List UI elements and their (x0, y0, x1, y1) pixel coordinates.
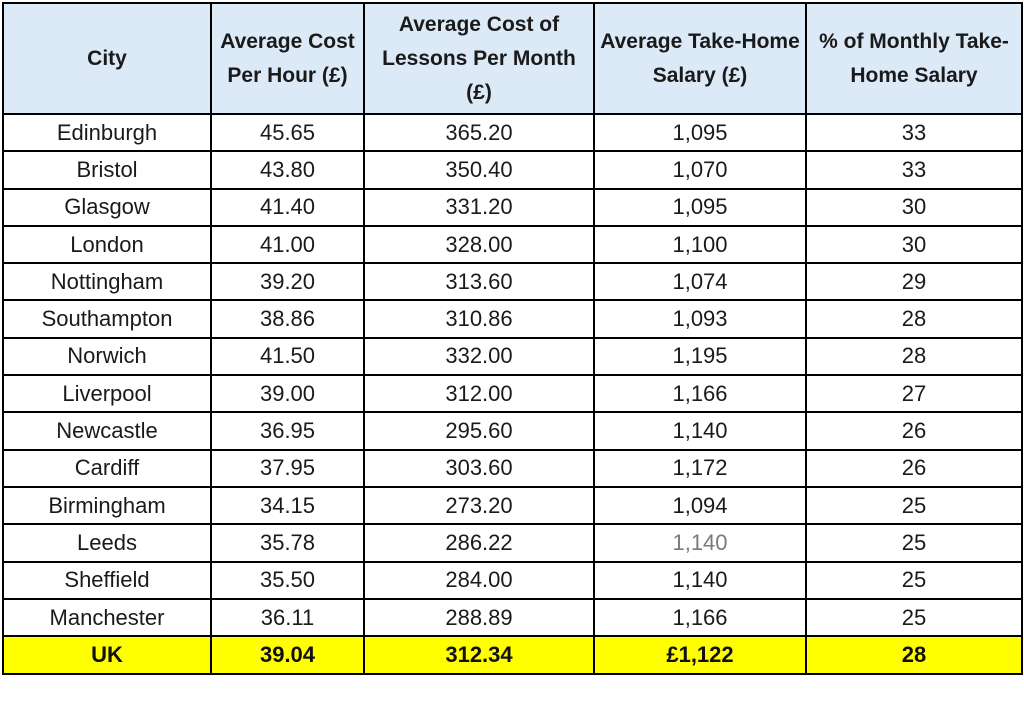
header-row: City Average Cost Per Hour (£) Average C… (2, 2, 1023, 115)
cell-cost-per-hour: 41.00 (210, 224, 365, 265)
cell-cost-per-hour: 36.95 (210, 411, 365, 451)
cell-take-home-salary: 1,095 (593, 187, 807, 227)
cell-city: Manchester (2, 597, 212, 638)
table-row: Nottingham 39.20 313.60 1,074 29 (2, 262, 1023, 302)
cell-city: Birmingham (2, 485, 212, 526)
header-cost-per-month: Average Cost of Lessons Per Month (£) (363, 2, 595, 115)
lessons-cost-table: City Average Cost Per Hour (£) Average C… (2, 2, 1023, 676)
cell-pct-salary: 26 (805, 411, 1023, 451)
total-pct-salary: 28 (805, 635, 1023, 676)
cell-pct-salary: 25 (805, 523, 1023, 563)
cell-city: Southampton (2, 299, 212, 339)
cell-cost-per-month: 286.22 (363, 523, 595, 563)
cell-take-home-salary: 1,166 (593, 374, 807, 414)
cell-cost-per-hour: 35.50 (210, 560, 365, 600)
cell-city: Leeds (2, 523, 212, 563)
cell-cost-per-hour: 36.11 (210, 597, 365, 638)
cell-pct-salary: 25 (805, 597, 1023, 638)
cell-take-home-salary: 1,095 (593, 112, 807, 153)
cell-cost-per-hour: 45.65 (210, 112, 365, 153)
cell-take-home-salary: 1,074 (593, 262, 807, 302)
cell-cost-per-hour: 34.15 (210, 485, 365, 526)
table-row: Birmingham 34.15 273.20 1,094 25 (2, 485, 1023, 526)
cell-cost-per-hour: 43.80 (210, 150, 365, 190)
cell-city: Glasgow (2, 187, 212, 227)
cell-pct-salary: 28 (805, 299, 1023, 339)
cell-city: Edinburgh (2, 112, 212, 153)
header-pct-salary: % of Monthly Take-Home Salary (805, 2, 1023, 115)
cell-cost-per-month: 273.20 (363, 485, 595, 526)
cell-take-home-salary: 1,140 (593, 411, 807, 451)
cell-pct-salary: 29 (805, 262, 1023, 302)
total-cost-per-hour: 39.04 (210, 635, 365, 676)
cell-cost-per-hour: 39.20 (210, 262, 365, 302)
total-city: UK (2, 635, 212, 676)
cell-pct-salary: 25 (805, 560, 1023, 600)
table-row: Manchester 36.11 288.89 1,166 25 (2, 597, 1023, 638)
total-take-home-salary: £1,122 (593, 635, 807, 676)
cell-take-home-salary: 1,094 (593, 485, 807, 526)
cell-cost-per-month: 350.40 (363, 150, 595, 190)
cell-cost-per-hour: 38.86 (210, 299, 365, 339)
cell-cost-per-hour: 35.78 (210, 523, 365, 563)
cell-cost-per-month: 365.20 (363, 112, 595, 153)
cell-take-home-salary: 1,093 (593, 299, 807, 339)
cell-cost-per-hour: 41.40 (210, 187, 365, 227)
table-row: Edinburgh 45.65 365.20 1,095 33 (2, 112, 1023, 153)
cell-cost-per-month: 332.00 (363, 336, 595, 377)
cell-cost-per-month: 295.60 (363, 411, 595, 451)
table-row: Norwich 41.50 332.00 1,195 28 (2, 336, 1023, 377)
cell-cost-per-month: 312.00 (363, 374, 595, 414)
cell-city: Nottingham (2, 262, 212, 302)
header-take-home-salary: Average Take-Home Salary (£) (593, 2, 807, 115)
cell-pct-salary: 26 (805, 448, 1023, 488)
cell-take-home-salary: 1,140 (593, 523, 807, 563)
cell-take-home-salary: 1,100 (593, 224, 807, 265)
cell-cost-per-month: 284.00 (363, 560, 595, 600)
cell-city: Newcastle (2, 411, 212, 451)
table-body: Edinburgh 45.65 365.20 1,095 33 Bristol 43.80 3… (2, 112, 1023, 638)
table-row: Leeds 35.78 286.22 1,140 25 (2, 523, 1023, 563)
cell-take-home-salary: 1,195 (593, 336, 807, 377)
cell-cost-per-month: 331.20 (363, 187, 595, 227)
table-row: Liverpool 39.00 312.00 1,166 27 (2, 374, 1023, 414)
header-cost-per-hour: Average Cost Per Hour (£) (210, 2, 365, 115)
cell-take-home-salary: 1,140 (593, 560, 807, 600)
table-row: Cardiff 37.95 303.60 1,172 26 (2, 448, 1023, 488)
cell-pct-salary: 25 (805, 485, 1023, 526)
table-row: Sheffield 35.50 284.00 1,140 25 (2, 560, 1023, 600)
cell-pct-salary: 33 (805, 150, 1023, 190)
cell-cost-per-month: 288.89 (363, 597, 595, 638)
cell-pct-salary: 28 (805, 336, 1023, 377)
cell-city: Sheffield (2, 560, 212, 600)
header-city: City (2, 2, 212, 115)
cell-take-home-salary: 1,172 (593, 448, 807, 488)
cell-cost-per-month: 313.60 (363, 262, 595, 302)
cell-city: Liverpool (2, 374, 212, 414)
cell-cost-per-hour: 41.50 (210, 336, 365, 377)
cell-cost-per-month: 328.00 (363, 224, 595, 265)
total-cost-per-month: 312.34 (363, 635, 595, 676)
cell-pct-salary: 33 (805, 112, 1023, 153)
table-row: London 41.00 328.00 1,100 30 (2, 224, 1023, 265)
cell-city: Cardiff (2, 448, 212, 488)
cell-take-home-salary: 1,070 (593, 150, 807, 190)
cell-city: London (2, 224, 212, 265)
cell-take-home-salary: 1,166 (593, 597, 807, 638)
cell-cost-per-hour: 37.95 (210, 448, 365, 488)
cell-cost-per-month: 310.86 (363, 299, 595, 339)
table-row: Bristol 43.80 350.40 1,070 33 (2, 150, 1023, 190)
cell-pct-salary: 30 (805, 224, 1023, 265)
table-row: Glasgow 41.40 331.20 1,095 30 (2, 187, 1023, 227)
cell-cost-per-hour: 39.00 (210, 374, 365, 414)
table-row: Newcastle 36.95 295.60 1,140 26 (2, 411, 1023, 451)
cell-pct-salary: 27 (805, 374, 1023, 414)
cell-city: Bristol (2, 150, 212, 190)
cell-cost-per-month: 303.60 (363, 448, 595, 488)
table-row: Southampton 38.86 310.86 1,093 28 (2, 299, 1023, 339)
cell-pct-salary: 30 (805, 187, 1023, 227)
cell-city: Norwich (2, 336, 212, 377)
total-row: UK 39.04 312.34 £1,122 28 (2, 635, 1023, 676)
